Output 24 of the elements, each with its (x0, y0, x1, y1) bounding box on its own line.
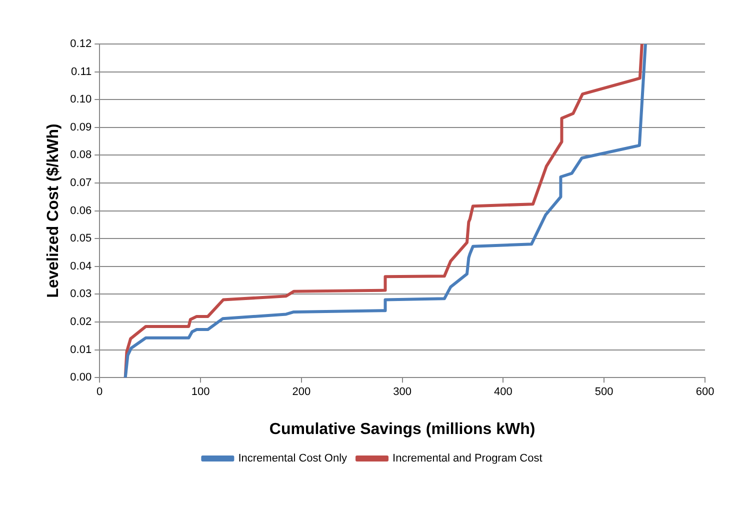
y-tick-label: 0.00 (70, 372, 92, 384)
y-tick-label: 0.05 (70, 232, 92, 245)
y-axis-title: Levelized Cost ($/kWh) (45, 124, 62, 298)
y-tick-label: 0.11 (71, 66, 92, 78)
y-tick-label: 0.06 (70, 204, 92, 217)
y-tick-label: 0.12 (70, 38, 92, 50)
legend-label: Incremental Cost Only (238, 452, 348, 465)
y-tick-label: 0.08 (70, 149, 92, 162)
x-tick-label: 200 (292, 386, 311, 398)
x-tick-label: 400 (494, 386, 512, 398)
x-tick-label: 0 (96, 386, 103, 398)
x-tick-label: 100 (191, 386, 210, 398)
x-tick-label: 500 (594, 386, 614, 398)
x-tick-label: 600 (696, 386, 714, 398)
y-tick-label: 0.02 (70, 316, 92, 328)
y-tick-label: 0.01 (70, 344, 92, 356)
y-tick-label: 0.09 (70, 121, 92, 134)
x-axis-title: Cumulative Savings (millions kWh) (269, 420, 536, 438)
x-tick-label: 300 (393, 386, 412, 398)
legend-label: Incremental and Program Cost (392, 452, 542, 465)
y-tick-label: 0.10 (70, 94, 92, 106)
y-tick-label: 0.04 (70, 260, 92, 272)
y-tick-label: 0.07 (70, 177, 92, 190)
y-tick-label: 0.03 (70, 288, 92, 300)
